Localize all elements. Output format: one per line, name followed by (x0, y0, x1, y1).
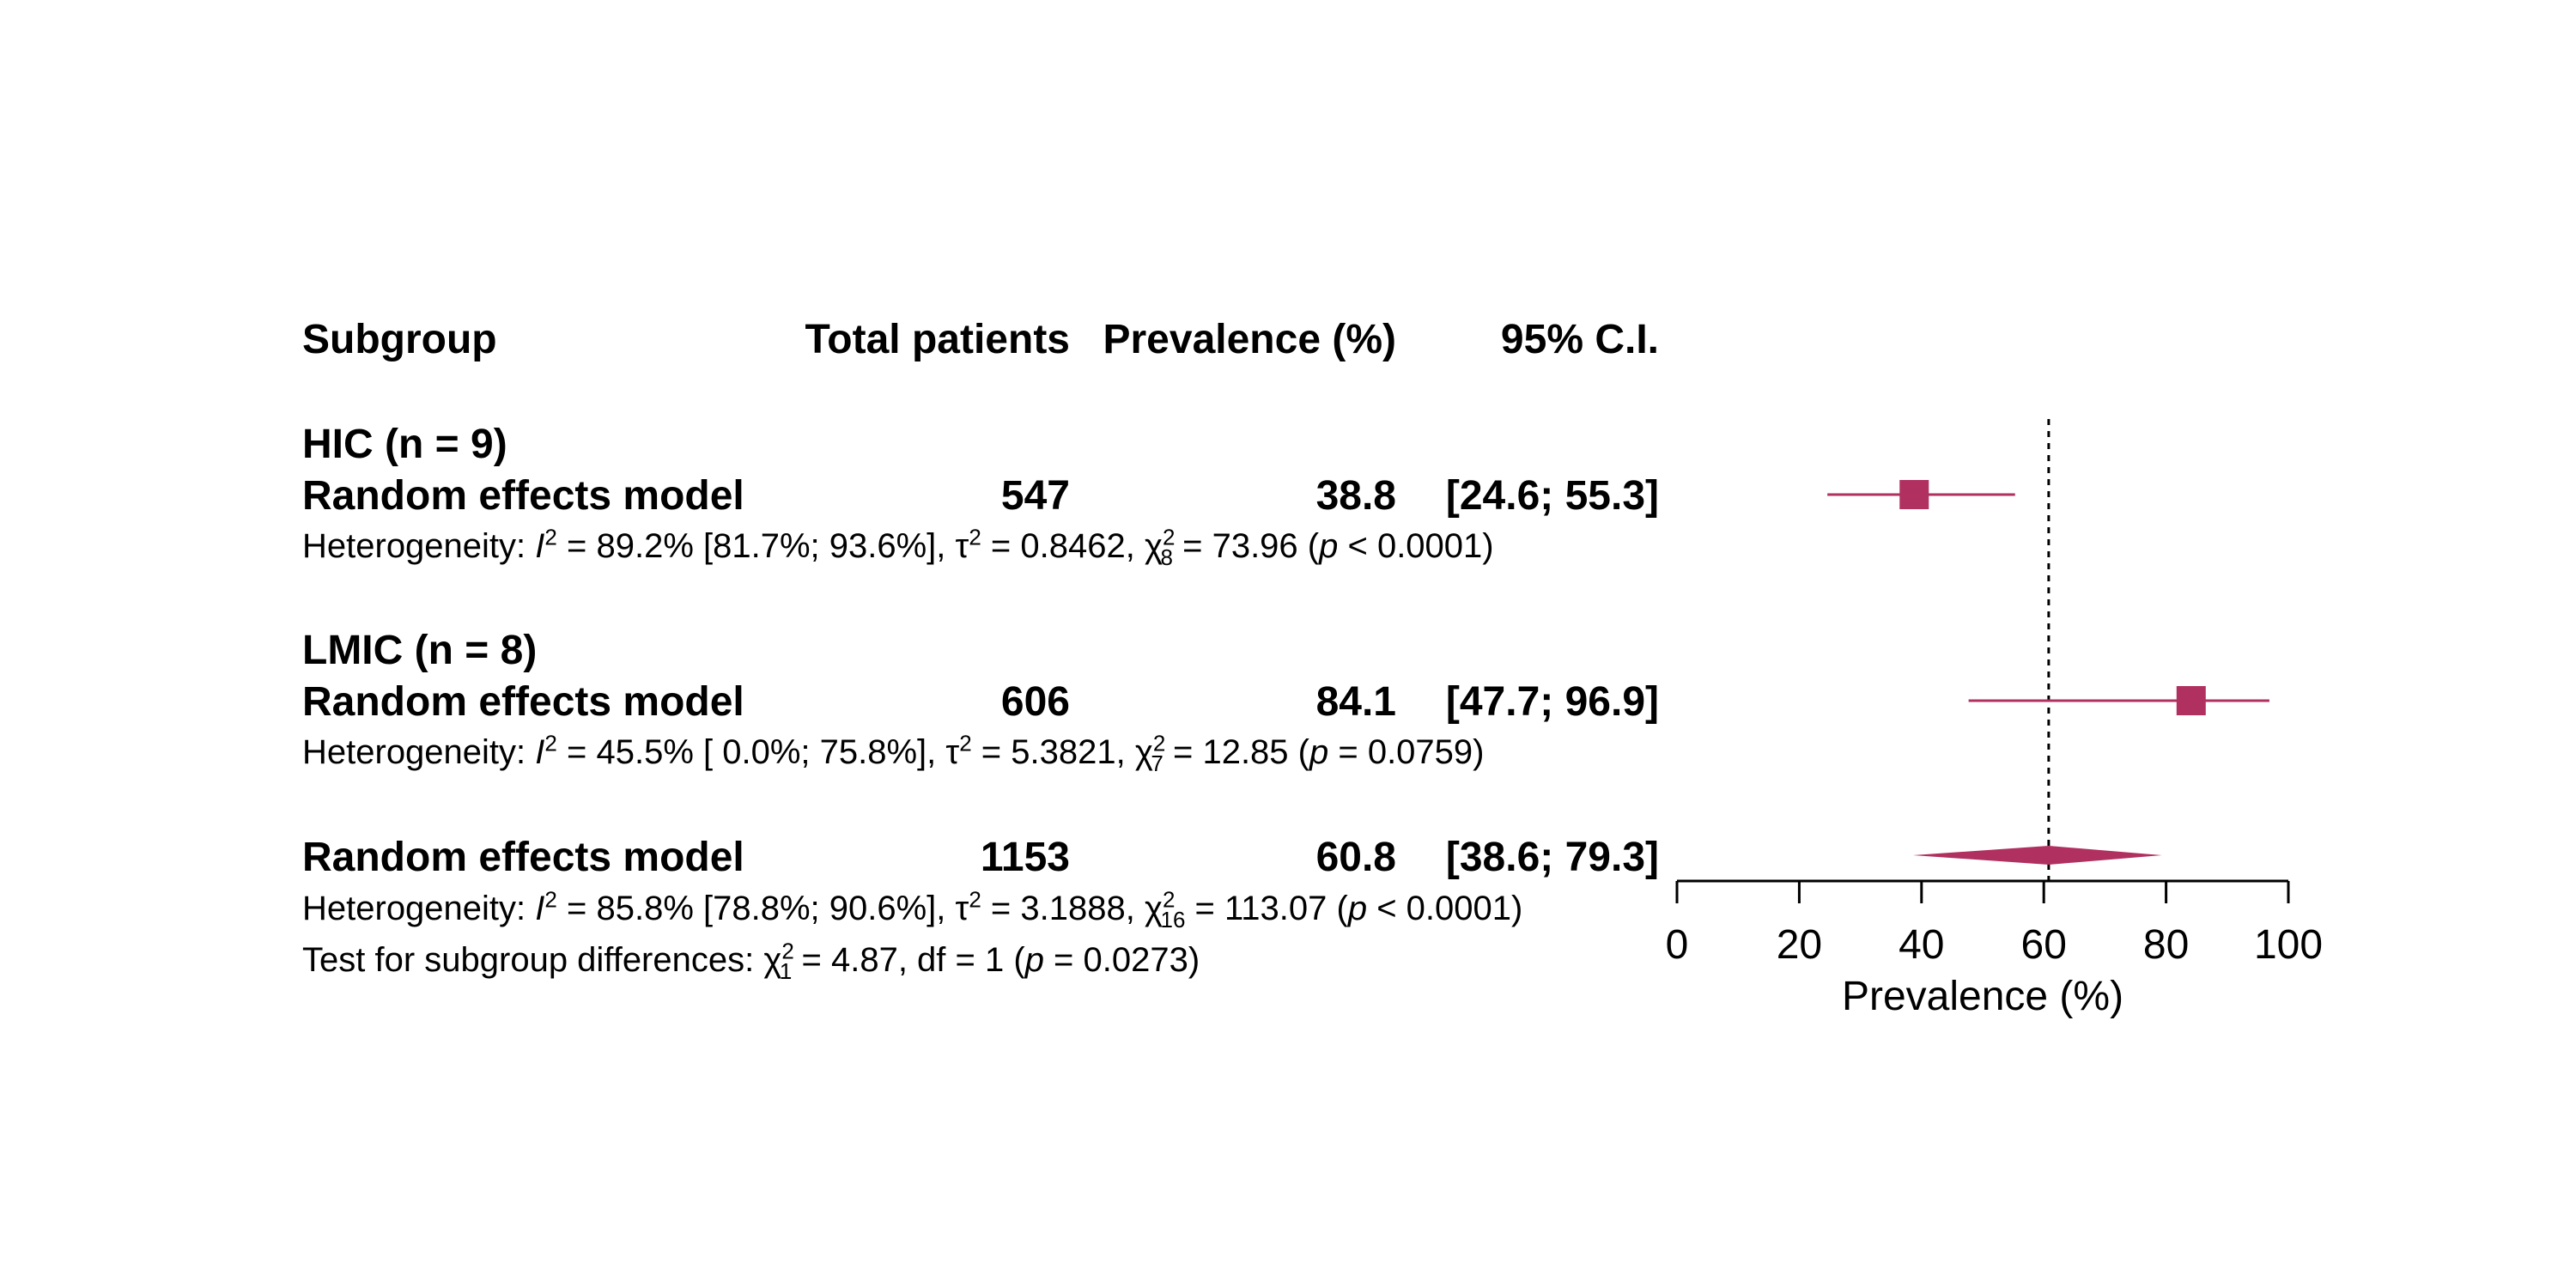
header-ci: 95% C.I. (1500, 317, 1659, 362)
header-total-patients: Total patients (805, 317, 1070, 362)
ci-overall: [38.6; 79.3] (1445, 835, 1659, 880)
heterogeneity-overall: Heterogeneity: I2 = 85.8% [78.8%; 90.6%]… (302, 886, 1523, 933)
model-label-hic: Random effects model (302, 473, 744, 519)
group-title-lmic: LMIC (n = 8) (302, 628, 538, 673)
x-tick-label-40: 40 (1899, 922, 1944, 968)
total-hic: 547 (1000, 473, 1070, 519)
prevalence-lmic: 84.1 (1315, 679, 1396, 725)
x-tick-label-100: 100 (2254, 922, 2323, 968)
ci-lmic: [47.7; 96.9] (1445, 679, 1659, 725)
header-prevalence: Prevalence (%) (1103, 317, 1396, 362)
x-axis-label: Prevalence (%) (1842, 974, 2123, 1019)
prevalence-overall: 60.8 (1315, 835, 1396, 880)
subgroup-differences-test: Test for subgroup differences: χ21 = 4.8… (302, 938, 1200, 984)
estimate-marker-1 (2176, 686, 2206, 715)
total-overall: 1153 (980, 835, 1070, 880)
x-tick-label-20: 20 (1777, 922, 1822, 968)
estimate-marker-0 (1899, 480, 1929, 509)
model-label-lmic: Random effects model (302, 679, 744, 725)
x-tick-label-80: 80 (2143, 922, 2189, 968)
prevalence-hic: 38.8 (1315, 473, 1396, 519)
x-tick-label-0: 0 (1666, 922, 1689, 968)
total-lmic: 606 (1000, 679, 1070, 725)
heterogeneity-hic: Heterogeneity: I2 = 89.2% [81.7%; 93.6%]… (302, 524, 1494, 570)
header-subgroup: Subgroup (302, 317, 497, 362)
heterogeneity-lmic: Heterogeneity: I2 = 45.5% [ 0.0%; 75.8%]… (302, 730, 1485, 776)
model-label-overall: Random effects model (302, 835, 744, 880)
x-tick-label-60: 60 (2021, 922, 2067, 968)
ci-hic: [24.6; 55.3] (1445, 473, 1659, 519)
group-title-hic: HIC (n = 9) (302, 422, 507, 467)
overall-diamond (1912, 846, 2162, 865)
